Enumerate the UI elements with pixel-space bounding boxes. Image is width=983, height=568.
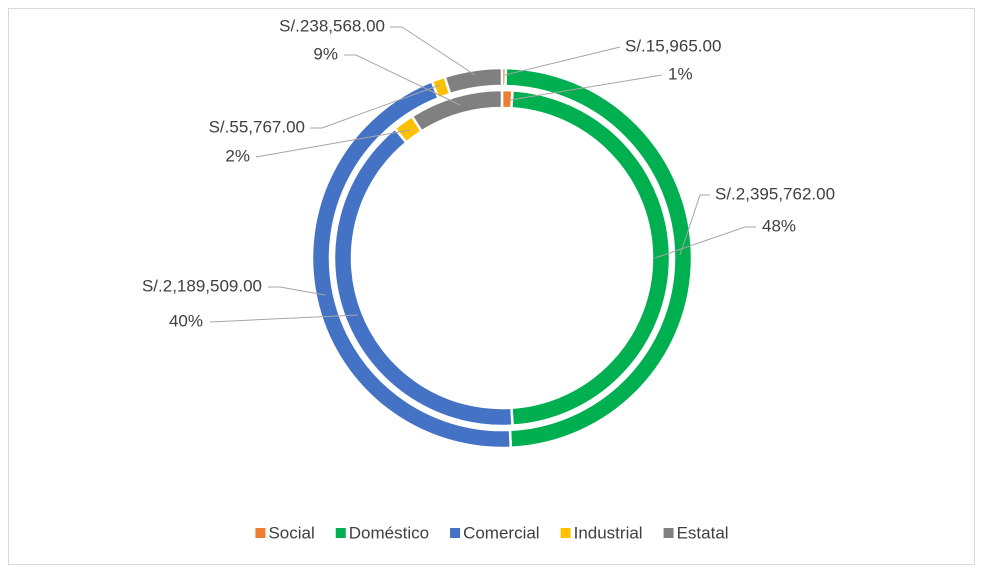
data-label: S/.2,189,509.00	[142, 276, 262, 295]
leader-line	[344, 54, 461, 106]
legend-label: Estatal	[677, 523, 729, 542]
data-label: S/.238,568.00	[279, 16, 385, 35]
data-label: S/.55,767.00	[209, 117, 305, 136]
leader-line	[255, 129, 411, 158]
leader-line	[509, 74, 663, 101]
leader-line	[268, 286, 326, 296]
legend-label: Industrial	[574, 523, 643, 542]
data-label: S/.15,965.00	[625, 36, 721, 55]
data-label: 9%	[313, 44, 338, 63]
doughnut-slice	[443, 66, 504, 96]
legend-label: Comercial	[463, 523, 540, 542]
leader-line	[504, 46, 621, 76]
legend-label: Doméstico	[349, 523, 429, 542]
leader-line	[310, 84, 441, 129]
data-label: 2%	[225, 146, 250, 165]
data-label: 40%	[169, 311, 203, 330]
data-label: S/.2,395,762.00	[715, 184, 835, 203]
legend-swatch	[560, 528, 571, 538]
data-label: 1%	[668, 64, 693, 83]
leader-line	[209, 314, 359, 323]
data-label: 48%	[762, 216, 796, 235]
legend-swatch	[663, 528, 674, 538]
doughnut-slice	[410, 88, 504, 134]
legend-swatch	[335, 528, 346, 538]
legend-swatch	[255, 528, 266, 538]
leader-line	[390, 26, 476, 76]
leader-line	[679, 194, 710, 256]
legend-label: Social	[268, 523, 314, 542]
leader-line	[654, 226, 756, 259]
legend-swatch	[450, 528, 461, 538]
